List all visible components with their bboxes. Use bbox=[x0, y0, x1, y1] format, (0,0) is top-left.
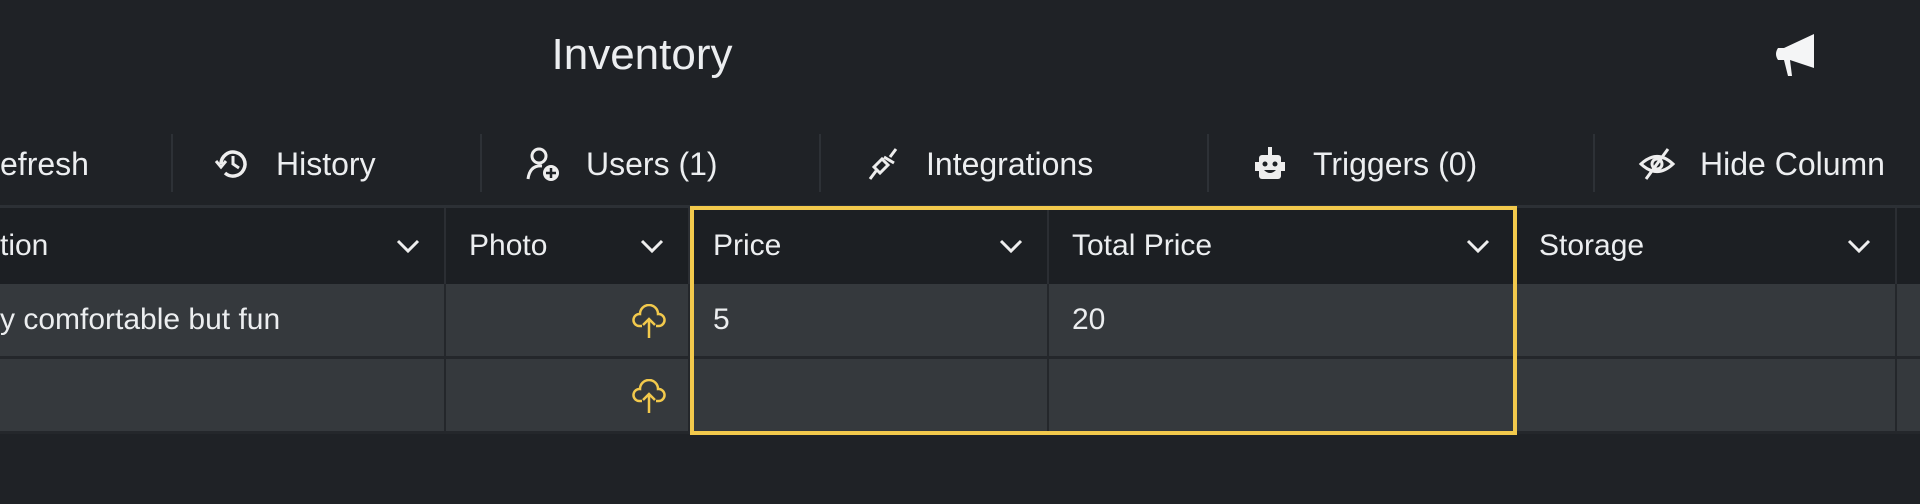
column-header-storage[interactable]: Storage bbox=[1516, 208, 1897, 284]
user-add-icon bbox=[526, 147, 559, 181]
hide-columns-label: Hide Column bbox=[1700, 145, 1885, 182]
cell-photo[interactable] bbox=[446, 359, 690, 434]
chevron-down-icon[interactable] bbox=[1845, 232, 1873, 260]
refresh-button[interactable]: efresh bbox=[0, 142, 89, 186]
cell-text: 5 bbox=[713, 303, 730, 336]
column-title: Photo bbox=[469, 229, 548, 262]
chevron-down-icon[interactable] bbox=[1464, 232, 1492, 260]
chevron-down-icon[interactable] bbox=[394, 232, 422, 260]
divider bbox=[1593, 134, 1595, 192]
megaphone-icon[interactable] bbox=[1772, 30, 1824, 78]
robot-icon bbox=[1255, 147, 1285, 179]
integrations-button[interactable]: Integrations bbox=[864, 142, 1093, 186]
column-title: Price bbox=[713, 229, 782, 262]
history-button[interactable]: History bbox=[214, 142, 376, 186]
triggers-button[interactable]: Triggers (0) bbox=[1251, 142, 1477, 186]
column-title: Total Price bbox=[1072, 229, 1213, 262]
cell-text: 20 bbox=[1072, 303, 1106, 336]
divider bbox=[171, 134, 173, 192]
users-label: Users (1) bbox=[586, 145, 718, 182]
refresh-label: efresh bbox=[0, 145, 89, 182]
eye-off-icon bbox=[1638, 148, 1676, 180]
divider bbox=[480, 134, 482, 192]
column-selection-highlight bbox=[690, 206, 1517, 435]
history-label: History bbox=[276, 145, 376, 182]
column-header-total-price[interactable]: Total Price bbox=[1049, 208, 1516, 284]
column-title: tion bbox=[0, 229, 49, 262]
column-title: Storage bbox=[1539, 229, 1645, 262]
integrations-label: Integrations bbox=[926, 145, 1094, 182]
users-button[interactable]: Users (1) bbox=[524, 142, 718, 186]
column-header-price[interactable]: Price bbox=[690, 208, 1049, 284]
cell-storage[interactable] bbox=[1516, 284, 1897, 359]
triggers-label: Triggers (0) bbox=[1313, 145, 1478, 182]
cell-photo[interactable] bbox=[446, 284, 690, 359]
hide-columns-button[interactable]: Hide Column bbox=[1638, 142, 1885, 186]
column-header-photo[interactable]: Photo bbox=[446, 208, 690, 284]
cell-next[interactable] bbox=[1897, 284, 1920, 359]
cell-price[interactable]: 5 bbox=[690, 284, 1049, 359]
column-header-next[interactable] bbox=[1897, 208, 1920, 284]
cell-price[interactable] bbox=[690, 359, 1049, 434]
cell-description[interactable]: y comfortable but fun bbox=[0, 284, 446, 359]
divider bbox=[819, 134, 821, 192]
cell-total-price[interactable]: 20 bbox=[1049, 284, 1516, 359]
history-icon bbox=[214, 150, 247, 178]
column-header-description[interactable]: tion bbox=[0, 208, 446, 284]
plug-icon bbox=[868, 148, 898, 180]
chevron-down-icon[interactable] bbox=[997, 232, 1025, 260]
cell-text: y comfortable but fun bbox=[0, 303, 281, 336]
chevron-down-icon[interactable] bbox=[638, 232, 666, 260]
cloud-upload-icon[interactable] bbox=[632, 379, 666, 415]
cell-description[interactable] bbox=[0, 359, 446, 434]
divider bbox=[1207, 134, 1209, 192]
cell-next[interactable] bbox=[1897, 359, 1920, 434]
toolbar: efresh History Users (1) Integrations Tr… bbox=[0, 120, 1920, 208]
cell-storage[interactable] bbox=[1516, 359, 1897, 434]
cloud-upload-icon[interactable] bbox=[632, 304, 666, 340]
page-title: Inventory bbox=[551, 30, 733, 79]
data-grid: tion Photo Price Total Price Storage y c… bbox=[0, 208, 1920, 434]
